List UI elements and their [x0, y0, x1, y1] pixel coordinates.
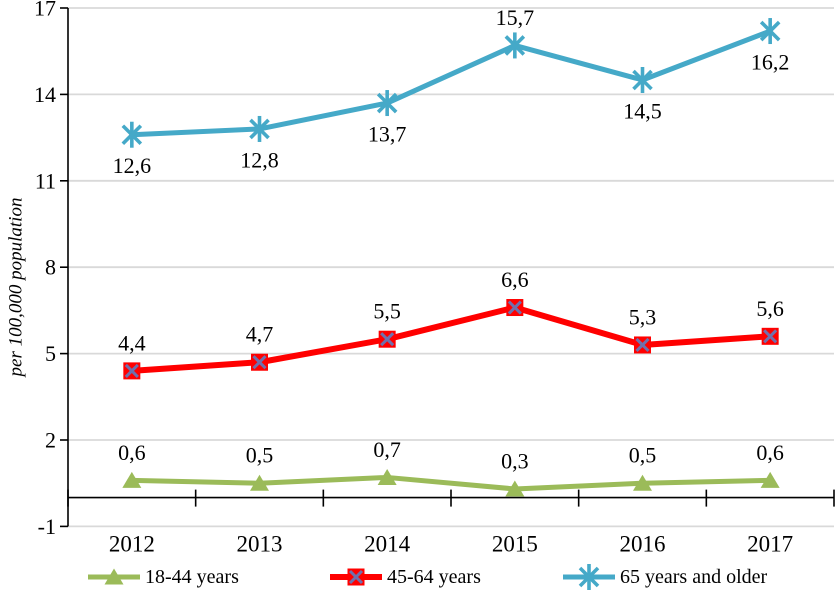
x-axis-label: 2017: [747, 532, 793, 557]
marker-x-stroke: [763, 329, 778, 344]
data-label-45-64-years: 4,4: [118, 330, 146, 355]
data-point-marker-65-years-and-older: [376, 92, 398, 114]
legend-item-65-years-and-older: 65 years and older: [563, 564, 768, 590]
data-point-marker-18-44-years: [633, 474, 652, 491]
data-label-18-44-years: 0,6: [756, 440, 784, 465]
data-label-45-64-years: 4,7: [246, 322, 274, 347]
data-label-18-44-years: 0,3: [501, 448, 529, 473]
legend-marker-18-44-years: [104, 568, 124, 585]
data-point-marker-65-years-and-older: [632, 69, 653, 91]
data-label-45-64-years: 6,6: [501, 267, 529, 292]
legend-label-18-44-years: 18-44 years: [145, 566, 239, 588]
data-label-65-years-and-older: 12,6: [113, 153, 152, 178]
data-label-65-years-and-older: 13,7: [368, 122, 407, 147]
data-label-18-44-years: 0,5: [246, 443, 274, 468]
legend-label-45-64-years: 45-64 years: [387, 566, 481, 588]
data-label-45-64-years: 5,6: [756, 296, 784, 321]
y-axis-title: per 100,000 population: [6, 198, 27, 379]
y-axis-tick-label: -1: [38, 514, 56, 539]
series-line-65-years-and-older: [129, 28, 773, 138]
marker-x-stroke: [348, 569, 364, 585]
data-label-65-years-and-older: 12,8: [240, 147, 279, 172]
marker-x-stroke: [124, 363, 139, 378]
data-point-marker-18-44-years: [505, 480, 525, 497]
x-axis-label: 2014: [364, 532, 411, 557]
data-label-65-years-and-older: 16,2: [751, 50, 790, 75]
data-point-marker-65-years-and-older: [121, 124, 143, 145]
x-axis-label: 2016: [620, 532, 666, 557]
series-45-64-years: 4,4 4,7 5,5 6,6 5,3 5,6: [118, 267, 784, 380]
x-axis-label: 2013: [237, 532, 283, 557]
data-point-marker-18-44-years: [122, 471, 142, 488]
x-axis-label: 2012: [109, 532, 155, 557]
data-label-65-years-and-older: 14,5: [623, 99, 662, 124]
data-point-marker-65-years-and-older: [759, 20, 781, 42]
x-axis-group: 2012 2013 2014 2015 2016 2017: [67, 489, 835, 557]
x-axis-label: 2015: [492, 532, 538, 557]
data-point-marker-18-44-years: [250, 474, 269, 491]
legend: 18-44 years 45-64 years 65 years and older: [88, 564, 768, 590]
y-axis-tick-label: 2: [45, 428, 56, 453]
legend-label-65-years-and-older: 65 years and older: [620, 566, 768, 588]
gridlines-group: [68, 7, 834, 528]
data-label-18-44-years: 0,6: [118, 440, 146, 465]
y-axis-group: -1 2 5 8 11 14 17: [34, 0, 69, 539]
series-18-44-years: 0,6 0,5 0,7 0,3 0,5 0,6: [118, 437, 784, 497]
legend-item-45-64-years: 45-64 years: [330, 566, 481, 588]
data-label-45-64-years: 5,3: [629, 304, 657, 329]
legend-marker-65-years-and-older: [578, 566, 600, 588]
data-point-marker-65-years-and-older: [249, 118, 270, 140]
y-axis-tick-label: 8: [45, 255, 56, 280]
data-point-marker-65-years-and-older: [504, 35, 526, 56]
data-label-45-64-years: 5,5: [373, 299, 401, 324]
series-line-45-64-years: [128, 304, 774, 374]
marker-x-stroke: [507, 300, 522, 315]
y-axis-tick-label: 11: [35, 168, 56, 193]
data-label-18-44-years: 0,5: [629, 443, 657, 468]
series-65-years-and-older: 12,6 12,8 13,7 15,7 14,5 16,2: [113, 5, 790, 178]
data-point-marker-18-44-years: [377, 468, 397, 485]
y-axis-tick-label: 17: [34, 0, 56, 21]
data-point-marker-18-44-years: [760, 471, 780, 488]
y-axis-tick-label: 14: [34, 82, 56, 107]
marker-x-stroke: [252, 355, 267, 370]
data-label-18-44-years: 0,7: [373, 437, 401, 462]
data-label-65-years-and-older: 15,7: [496, 5, 535, 30]
marker-x-stroke: [635, 337, 650, 353]
legend-item-18-44-years: 18-44 years: [88, 566, 239, 588]
marker-x-stroke: [380, 332, 395, 347]
y-axis-tick-label: 5: [45, 341, 56, 366]
series-line-18-44-years: [129, 474, 773, 492]
